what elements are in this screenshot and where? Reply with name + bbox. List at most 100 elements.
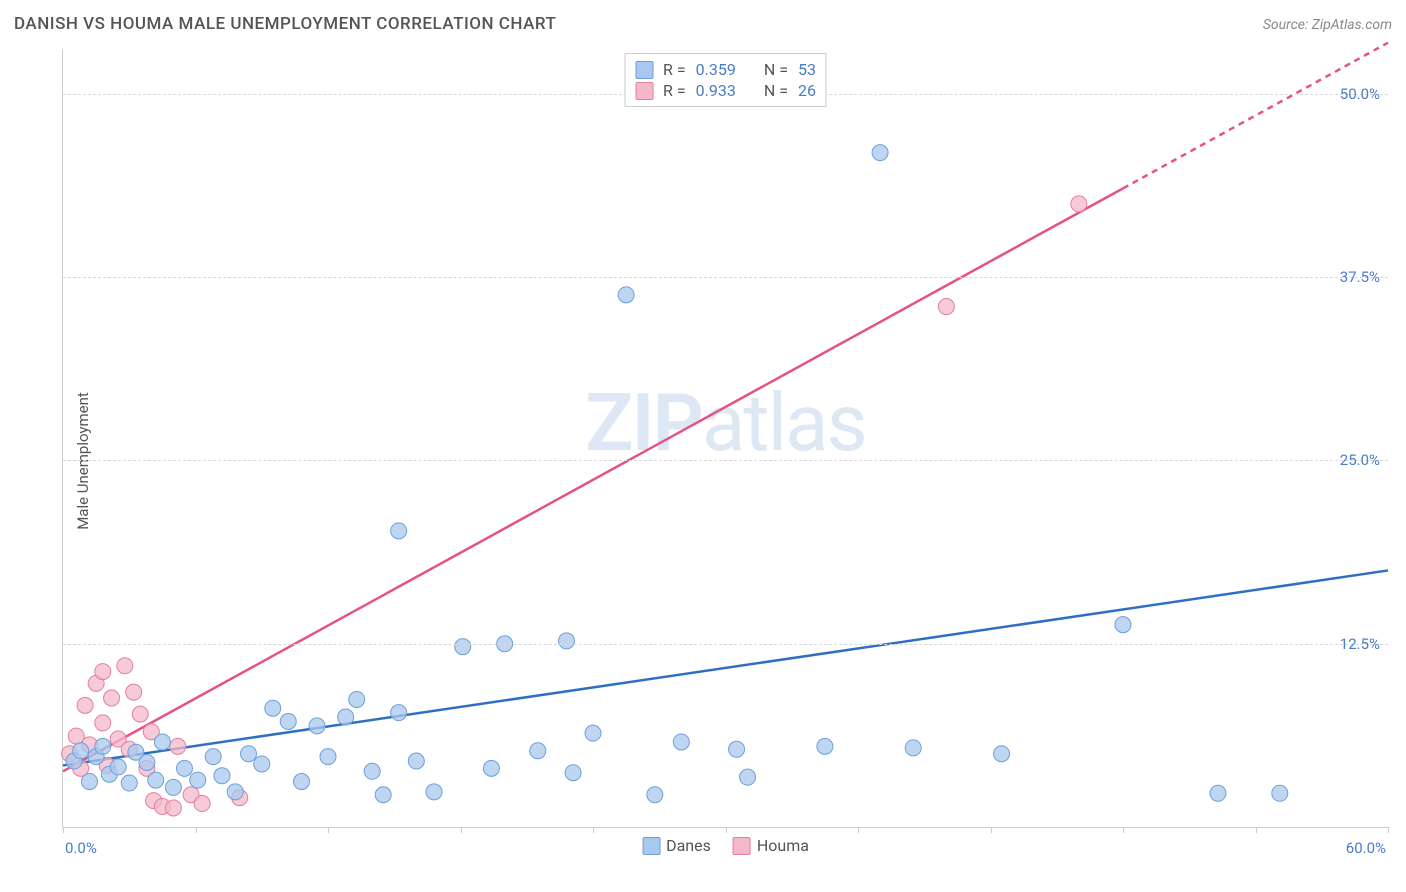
data-point	[148, 772, 164, 788]
data-point	[294, 774, 310, 790]
swatch-danes-icon	[635, 61, 653, 79]
regression-line	[63, 570, 1388, 765]
x-tick	[196, 827, 197, 833]
data-point	[729, 741, 745, 757]
legend-label-danes: Danes	[666, 836, 711, 855]
data-point	[110, 759, 126, 775]
data-point	[132, 706, 148, 722]
data-point	[530, 743, 546, 759]
y-tick-label: 37.5%	[1340, 268, 1380, 286]
gridline	[63, 277, 1388, 278]
data-point	[170, 738, 186, 754]
data-point	[391, 705, 407, 721]
data-point	[117, 658, 133, 674]
data-point	[126, 684, 142, 700]
data-point	[872, 145, 888, 161]
data-point	[139, 754, 155, 770]
swatch-danes-icon	[642, 837, 660, 855]
x-axis-max-label: 60.0%	[1346, 839, 1386, 857]
y-tick-label: 50.0%	[1340, 85, 1380, 103]
data-point	[82, 774, 98, 790]
source-label: Source: ZipAtlas.com	[1263, 17, 1392, 33]
data-point	[254, 756, 270, 772]
data-point	[905, 740, 921, 756]
data-point	[647, 787, 663, 803]
data-point	[673, 734, 689, 750]
legend-stats-row-danes: R = 0.359 N = 53	[635, 60, 816, 79]
r-label: R =	[663, 60, 686, 79]
data-point	[95, 738, 111, 754]
data-point	[194, 796, 210, 812]
gridline	[63, 644, 1388, 645]
data-point	[280, 713, 296, 729]
x-tick	[726, 827, 727, 833]
n-label: N =	[764, 60, 788, 79]
data-point	[1115, 617, 1131, 633]
regression-line	[63, 188, 1123, 771]
regression-line-dashed	[1123, 43, 1388, 189]
data-point	[1210, 785, 1226, 801]
data-point	[265, 700, 281, 716]
data-point	[227, 784, 243, 800]
y-tick-label: 12.5%	[1340, 635, 1380, 653]
data-point	[176, 760, 192, 776]
data-point	[585, 725, 601, 741]
x-tick	[991, 827, 992, 833]
x-tick	[328, 827, 329, 833]
gridline	[63, 460, 1388, 461]
data-point	[364, 763, 380, 779]
swatch-houma-icon	[733, 837, 751, 855]
x-tick	[461, 827, 462, 833]
n-value-houma: 26	[798, 81, 816, 100]
plot-container: Male Unemployment ZIPatlas R = 0.359 N =…	[18, 50, 1388, 872]
data-point	[1071, 196, 1087, 212]
r-value-danes: 0.359	[696, 60, 736, 79]
data-point	[154, 734, 170, 750]
r-label: R =	[663, 81, 686, 100]
legend-stats: R = 0.359 N = 53 R = 0.933 N = 26	[624, 53, 827, 107]
data-point	[817, 738, 833, 754]
data-point	[309, 718, 325, 734]
data-point	[190, 772, 206, 788]
data-point	[618, 287, 634, 303]
r-value-houma: 0.933	[696, 81, 736, 100]
data-point	[565, 765, 581, 781]
data-point	[95, 664, 111, 680]
legend-stats-row-houma: R = 0.933 N = 26	[635, 81, 816, 100]
x-tick	[1256, 827, 1257, 833]
x-tick	[1123, 827, 1124, 833]
data-point	[408, 753, 424, 769]
data-point	[205, 749, 221, 765]
data-point	[320, 749, 336, 765]
legend-item-danes: Danes	[642, 836, 711, 855]
data-point	[1272, 785, 1288, 801]
x-tick	[858, 827, 859, 833]
data-point	[349, 691, 365, 707]
data-point	[95, 715, 111, 731]
data-point	[77, 697, 93, 713]
legend-series: Danes Houma	[642, 836, 809, 855]
x-axis-min-label: 0.0%	[65, 839, 97, 857]
data-point	[740, 769, 756, 785]
n-label: N =	[764, 81, 788, 100]
data-point	[559, 633, 575, 649]
data-point	[104, 690, 120, 706]
data-point	[241, 746, 257, 762]
data-point	[994, 746, 1010, 762]
data-point	[455, 639, 471, 655]
swatch-houma-icon	[635, 82, 653, 100]
chart-title: DANISH VS HOUMA MALE UNEMPLOYMENT CORREL…	[14, 14, 556, 34]
plot-area: ZIPatlas R = 0.359 N = 53 R = 0.933 N = …	[62, 50, 1388, 828]
data-point	[165, 800, 181, 816]
data-point	[483, 760, 499, 776]
data-point	[391, 523, 407, 539]
data-point	[338, 709, 354, 725]
scatter-plot	[63, 50, 1388, 827]
legend-label-houma: Houma	[757, 836, 809, 855]
y-tick-label: 25.0%	[1340, 451, 1380, 469]
x-tick	[593, 827, 594, 833]
data-point	[121, 775, 137, 791]
data-point	[426, 784, 442, 800]
data-point	[938, 299, 954, 315]
x-tick	[63, 827, 64, 833]
